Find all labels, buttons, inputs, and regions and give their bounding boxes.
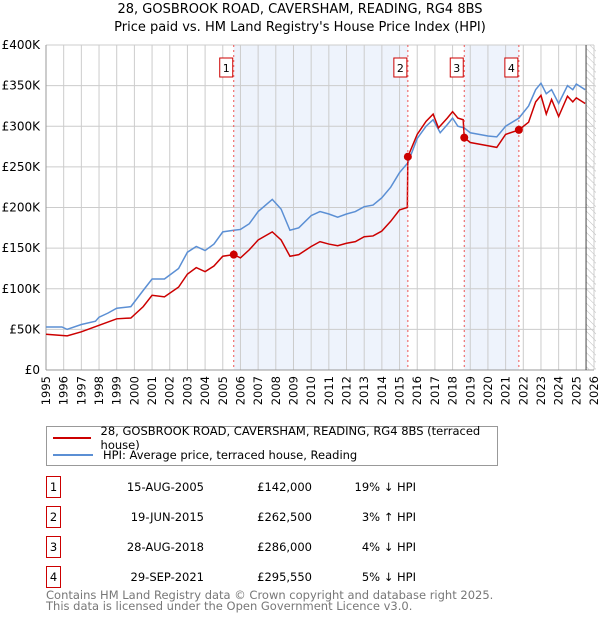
y-tick-label: £300K bbox=[2, 119, 42, 133]
x-tick-label: 2002 bbox=[163, 376, 177, 405]
sale-date: 19-JUN-2015 bbox=[130, 510, 204, 524]
x-tick-label: 2020 bbox=[481, 376, 495, 405]
y-tick-label: £50K bbox=[9, 322, 41, 336]
x-tick-label: 2006 bbox=[233, 376, 247, 405]
x-tick-label: 2009 bbox=[286, 376, 300, 405]
footer-licence: This data is licensed under the Open Gov… bbox=[46, 599, 413, 613]
sale-hpi-diff: 5% ↓ HPI bbox=[361, 570, 416, 584]
x-tick-label: 2003 bbox=[180, 376, 194, 405]
legend-label: 28, GOSBROOK ROAD, CAVERSHAM, READING, R… bbox=[100, 424, 481, 452]
y-tick-label: £400K bbox=[2, 38, 42, 52]
x-tick-label: 2019 bbox=[463, 376, 477, 405]
x-tick-label: 2008 bbox=[269, 376, 283, 405]
sale-number: 3 bbox=[453, 62, 460, 75]
chart-subtitle: Price paid vs. HM Land Registry's House … bbox=[114, 20, 486, 35]
legend-item-hpi: HPI: Average price, terraced house, Read… bbox=[53, 446, 357, 464]
legend-swatch-red bbox=[53, 437, 91, 439]
x-tick-label: 2014 bbox=[375, 376, 389, 405]
x-tick-label: 2013 bbox=[357, 376, 371, 405]
sale-number-badge: 1 bbox=[46, 476, 61, 498]
sale-number-box bbox=[393, 57, 408, 78]
x-tick-label: 2011 bbox=[322, 376, 336, 405]
sale-point bbox=[514, 125, 523, 134]
x-tick-label: 2001 bbox=[145, 376, 159, 405]
x-tick-label: 2025 bbox=[569, 376, 583, 405]
x-tick-label: 2017 bbox=[428, 376, 442, 405]
x-tick-label: 1999 bbox=[110, 376, 124, 405]
x-tick-label: 2005 bbox=[216, 376, 230, 405]
y-tick-label: £350K bbox=[2, 79, 42, 93]
x-tick-label: 2022 bbox=[516, 376, 530, 405]
sale-number: 2 bbox=[397, 62, 404, 75]
sale-row: 1 15-AUG-2005 £142,000 19% ↓ HPI bbox=[46, 476, 446, 498]
sale-number-badge: 3 bbox=[46, 536, 61, 558]
sale-hpi-diff: 3% ↑ HPI bbox=[361, 510, 416, 524]
sale-number-box bbox=[449, 57, 464, 78]
sale-price: £262,500 bbox=[257, 510, 312, 524]
legend-item-property: 28, GOSBROOK ROAD, CAVERSHAM, READING, R… bbox=[53, 424, 497, 452]
x-tick-label: 1996 bbox=[57, 376, 71, 405]
hpi-line bbox=[46, 81, 586, 331]
legend-label: HPI: Average price, terraced house, Read… bbox=[103, 448, 358, 462]
sale-price: £286,000 bbox=[257, 540, 312, 554]
footer-copyright: Contains HM Land Registry data © Crown c… bbox=[46, 588, 494, 602]
sale-hpi-diff: 19% ↓ HPI bbox=[354, 480, 416, 494]
y-tick-label: £200K bbox=[2, 201, 42, 215]
sale-date: 28-AUG-2018 bbox=[126, 540, 204, 554]
x-tick-label: 2012 bbox=[340, 376, 354, 405]
sale-point bbox=[460, 133, 469, 142]
sale-row: 3 28-AUG-2018 £286,000 4% ↓ HPI bbox=[46, 536, 446, 558]
y-tick-label: £100K bbox=[2, 282, 42, 296]
y-tick-label: £250K bbox=[2, 160, 42, 174]
sale-number: 4 bbox=[508, 62, 515, 75]
sale-point bbox=[403, 152, 412, 161]
x-tick-label: 2007 bbox=[251, 376, 265, 405]
sale-number-box bbox=[219, 57, 234, 78]
x-tick-label: 2010 bbox=[304, 376, 318, 405]
sale-point bbox=[229, 250, 238, 259]
sale-row: 2 19-JUN-2015 £262,500 3% ↑ HPI bbox=[46, 506, 446, 528]
x-tick-label: 1998 bbox=[92, 376, 106, 405]
sale-price: £142,000 bbox=[257, 480, 312, 494]
x-tick-label: 2021 bbox=[499, 376, 513, 405]
y-tick-label: £150K bbox=[2, 241, 42, 255]
x-tick-label: 2004 bbox=[198, 376, 212, 405]
x-tick-label: 2024 bbox=[552, 376, 566, 405]
price-chart: 1995 1996 1997 1998 1999 2000 2001 2002 2003 2004… bbox=[2, 38, 600, 405]
sale-number-box bbox=[504, 57, 519, 78]
sale-date: 29-SEP-2021 bbox=[130, 570, 204, 584]
x-tick-label: 2000 bbox=[127, 376, 141, 405]
sale-price: £295,550 bbox=[257, 570, 312, 584]
x-tick-label: 2023 bbox=[534, 376, 548, 405]
legend-swatch-blue bbox=[53, 454, 93, 456]
sale-row: 4 29-SEP-2021 £295,550 5% ↓ HPI bbox=[46, 566, 446, 588]
sale-date: 15-AUG-2005 bbox=[126, 480, 204, 494]
x-tick-label: 1995 bbox=[39, 376, 53, 405]
chart-title: 28, GOSBROOK ROAD, CAVERSHAM, READING, R… bbox=[117, 2, 483, 17]
sale-number-badge: 2 bbox=[46, 506, 61, 528]
x-tick-label: 2026 bbox=[587, 376, 600, 405]
legend: 28, GOSBROOK ROAD, CAVERSHAM, READING, R… bbox=[46, 424, 498, 466]
x-tick-label: 2016 bbox=[410, 376, 424, 405]
x-tick-label: 1997 bbox=[74, 376, 88, 405]
x-tick-label: 2015 bbox=[393, 376, 407, 405]
sale-number: 1 bbox=[223, 62, 230, 75]
x-tick-label: 2018 bbox=[446, 376, 460, 405]
sale-hpi-diff: 4% ↓ HPI bbox=[361, 540, 416, 554]
sale-number-badge: 4 bbox=[46, 566, 61, 588]
y-tick-label: £0 bbox=[25, 363, 40, 377]
